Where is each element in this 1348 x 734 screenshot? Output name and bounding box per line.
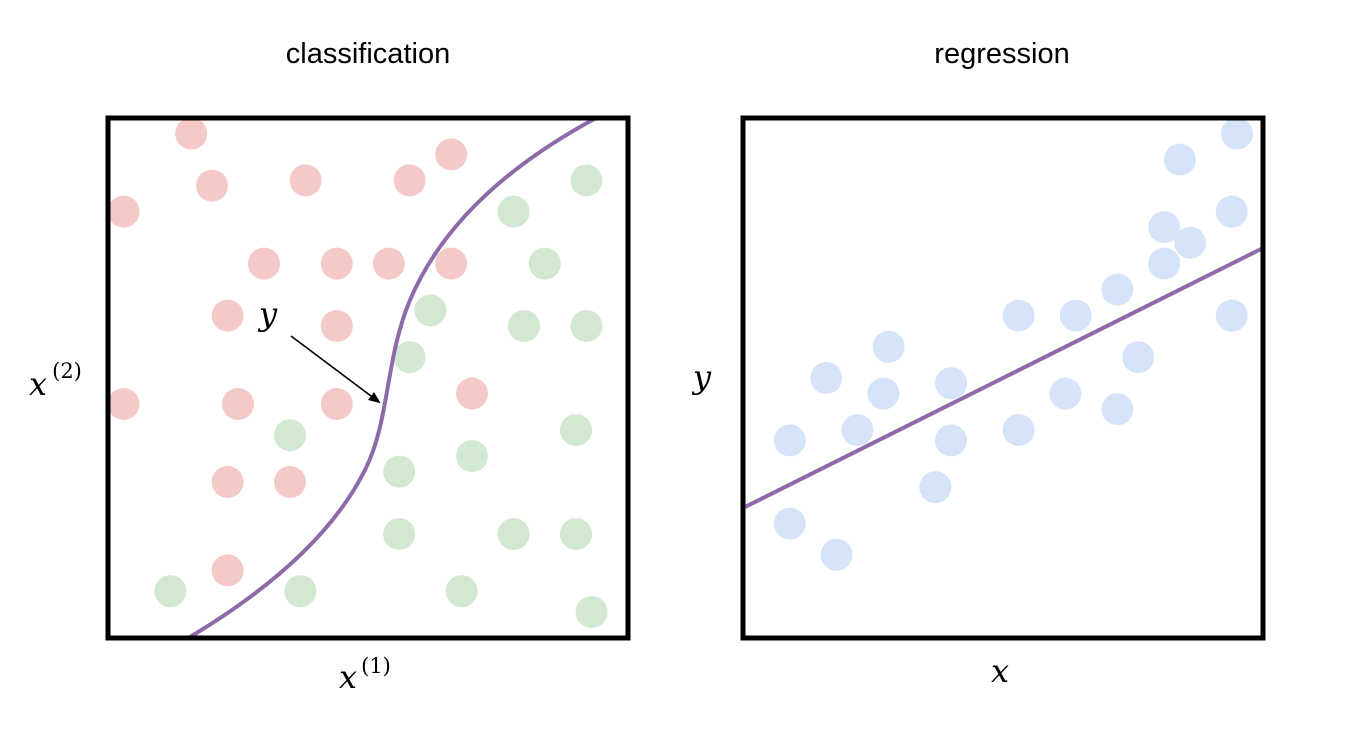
class-b-point [570,164,603,197]
class-a-point [274,466,306,498]
regression-title: regression [934,38,1069,70]
regression-point [1148,211,1181,244]
classification-x-axis-label: x (1) [339,654,391,696]
annotation-arrow [290,335,381,404]
regression-point [867,377,900,410]
class-a-point [435,138,468,171]
class-a-point [248,247,280,280]
regression-point [1174,226,1207,259]
x2-label-superscript: (2) [52,359,82,383]
regression-point [935,367,967,400]
class-b-point [383,455,416,488]
regression-point [1002,414,1035,446]
class-a-point [320,247,353,280]
regression-frame [740,115,1266,641]
class-a-point [435,247,468,280]
regression-point [773,424,806,457]
regression-x-axis-label: x [991,652,1009,690]
class-a-point [222,388,254,420]
class-a-point [372,247,405,280]
class-a-point [211,299,244,332]
class-b-point [575,596,608,628]
class-b-point [497,518,530,550]
class-a-point [320,388,353,420]
class-b-point [393,341,426,374]
regression-fit-line [743,246,1263,510]
regression-point [1101,273,1134,306]
regression-point [1059,299,1092,332]
x1-label-base: x [339,658,357,696]
class-b-point [497,195,530,228]
class-b-point [508,310,540,342]
classification-frame [105,115,631,641]
regression-point [1049,377,1082,410]
class-a-point [108,388,140,420]
regression-y-axis-label: y [691,358,712,396]
regression-point [1002,299,1035,332]
x2-label-base: x [29,365,47,403]
regression-point [935,424,967,457]
class-a-point [211,466,244,498]
class-b-point [383,518,416,550]
regression-point [820,538,853,571]
class-b-point [456,440,488,472]
regression-point [1163,143,1196,176]
regression-point [841,414,874,446]
class-b-point [154,575,187,608]
regression-points [773,118,1253,571]
class-b-point [274,419,306,452]
classification-y-axis-label: x (2) [29,359,82,403]
classification-title: classification [286,38,450,70]
classification-points [108,118,608,628]
class-a-point [211,554,244,587]
class-b-point [560,414,592,446]
regression-point [1101,393,1134,426]
class-b-point [414,294,447,327]
class-b-point [284,575,317,608]
regression-point [1215,195,1248,228]
classification-panel: classification y x (1) x (2) [29,38,631,696]
regression-point [1122,341,1155,374]
class-a-point [289,164,322,197]
class-a-point [108,195,140,228]
class-a-point [175,118,208,150]
annotation-y-label: y [257,295,278,333]
class-a-point [320,310,353,342]
regression-point [1221,118,1253,150]
class-b-point [570,310,603,342]
regression-point [773,507,806,540]
regression-point [1215,299,1248,332]
regression-point [810,362,843,394]
regression-panel: regression x y [691,38,1266,690]
class-a-point [393,164,426,197]
x1-label-superscript: (1) [361,654,391,678]
regression-point [872,330,905,363]
class-b-point [528,247,561,280]
decision-boundary-curve [188,118,597,638]
regression-point [919,471,952,504]
class-b-point [560,518,592,550]
class-a-point [456,377,488,410]
class-a-point [196,169,228,202]
class-b-point [445,575,478,608]
regression-point [1148,247,1181,280]
